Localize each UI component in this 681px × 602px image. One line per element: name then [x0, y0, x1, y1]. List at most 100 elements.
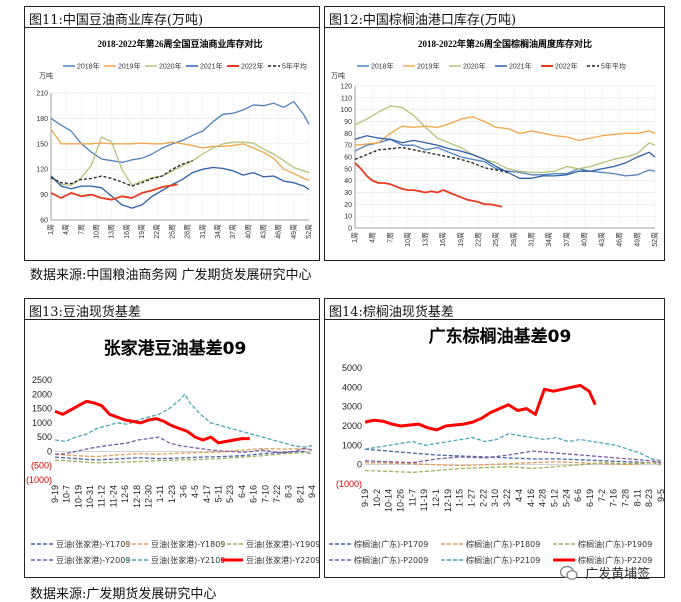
y-tick-label: 5000	[342, 363, 362, 373]
series-line	[364, 383, 597, 432]
x-tick-label: 1-27	[467, 489, 477, 507]
series-line	[354, 162, 503, 208]
y-tick-label: 70	[344, 143, 352, 150]
x-tick-label: 6-16	[249, 485, 259, 503]
series-line	[354, 138, 656, 177]
legend-label: 2020年	[463, 62, 486, 71]
x-tick-label: 4周	[369, 232, 377, 243]
y-tick-label: 50	[344, 166, 352, 173]
y-tick-label: 60	[40, 218, 48, 225]
x-tick-label: 31周	[527, 232, 535, 247]
chart-title: 2018-2022年第26周全国豆油商业库存对比	[98, 38, 263, 49]
x-tick-label: 12-18	[132, 485, 142, 508]
panel-soyoil-inventory: 图11:中国豆油商业库存(万吨) 2018-2022年第26周全国豆油商业库存对…	[24, 6, 320, 261]
x-tick-label: 7-10	[260, 485, 270, 503]
legend-label: 豆油(张家港)-Y1909	[246, 539, 320, 549]
x-tick-label: 4-5	[190, 485, 200, 498]
series-line	[364, 433, 662, 462]
chart-title: 广东棕榈油基差09	[429, 326, 572, 347]
x-tick-label: 10-2	[372, 489, 382, 507]
series-line	[354, 146, 509, 174]
series-line	[50, 160, 193, 187]
x-tick-label: 25周	[168, 224, 176, 239]
x-tick-label: 4-17	[202, 485, 212, 503]
x-tick-label: 37周	[563, 232, 571, 247]
x-tick-label: 7周	[386, 232, 394, 243]
legend-label: 2021年	[200, 62, 223, 71]
x-tick-label: 43周	[259, 224, 267, 239]
figure-title: 图11:中国豆油商业库存(万吨)	[29, 13, 204, 28]
x-tick-label: 4-16	[526, 489, 536, 507]
series-line	[50, 166, 310, 209]
legend-label: 棕榈油(广东)-P2209	[578, 555, 652, 565]
x-tick-label: 9-5	[656, 489, 666, 502]
x-tick-label: 7-22	[272, 485, 282, 503]
x-tick-label: 3-6	[179, 485, 189, 498]
y-tick-label: 500	[37, 432, 52, 442]
x-tick-label: 3-22	[502, 489, 512, 507]
legend-label: 豆油(张家港)-Y2009	[56, 555, 130, 565]
legend-label: 2020年	[159, 62, 182, 71]
logo-text: 广发黄埔签	[585, 567, 651, 582]
x-tick-label: 10-19	[73, 485, 83, 508]
y-tick-label: 2000	[342, 421, 362, 431]
x-tick-label: 6-19	[585, 489, 595, 507]
x-tick-label: 11-19	[419, 489, 429, 511]
y-tick-label: 1000	[32, 418, 52, 428]
series-line	[354, 116, 656, 146]
x-tick-label: 11-12	[97, 485, 107, 507]
figure-title: 图14:棕榈油现货基差	[329, 305, 454, 320]
x-tick-label: 5-12	[549, 489, 559, 507]
title-divider	[325, 27, 664, 28]
y-tick-label: 180	[36, 116, 48, 123]
x-tick-label: 12-1	[431, 489, 441, 507]
x-tick-label: 49周	[290, 224, 298, 239]
legend-label: 2019年	[417, 62, 440, 71]
x-tick-label: 9-19	[360, 489, 370, 507]
series-line	[364, 462, 662, 474]
x-tick-label: 10-7	[62, 485, 72, 503]
y-tick-label: 2000	[32, 389, 52, 399]
title-divider	[25, 27, 319, 28]
legend-label: 棕榈油(广东)-P1809	[466, 539, 540, 549]
legend-label: 2021年	[509, 62, 532, 71]
series-line	[54, 436, 313, 455]
x-tick-label: 3-10	[490, 489, 500, 507]
y-tick-label: 210	[36, 91, 48, 98]
x-tick-label: 40周	[244, 224, 252, 239]
x-tick-label: 9-19	[50, 485, 60, 503]
x-tick-label: 5-11	[214, 485, 224, 502]
x-tick-label: 1周	[47, 224, 55, 235]
x-tick-label: 7-28	[620, 489, 630, 507]
legend-label: 棕榈油(广东)-P1709	[354, 539, 428, 549]
legend-label: 2018年	[371, 62, 394, 71]
x-tick-label: 10-14	[384, 489, 394, 512]
x-tick-label: 5-23	[225, 485, 235, 503]
legend-label: 棕榈油(广东)-P2109	[466, 555, 540, 565]
y-tick-label: 4000	[342, 382, 362, 392]
y-tick-label: (1000)	[26, 475, 52, 485]
data-source: 数据来源:广发期货发展研究中心	[30, 587, 217, 602]
y-tick-label: 150	[36, 141, 48, 148]
y-tick-label: 110	[341, 95, 352, 102]
x-tick-label: 10-26	[396, 489, 406, 512]
x-tick-label: 8-21	[295, 485, 305, 503]
x-tick-label: 1-15	[455, 489, 465, 507]
x-tick-label: 34周	[545, 232, 553, 247]
x-tick-label: 6-6	[573, 489, 583, 502]
y-tick-label: 10	[344, 214, 352, 221]
x-tick-label: 4-28	[538, 489, 548, 507]
x-tick-label: 7周	[77, 224, 85, 235]
y-tick-label: (1000)	[336, 479, 362, 489]
x-tick-label: 6-4	[237, 485, 247, 498]
y-tick-label: 40	[344, 178, 352, 185]
legend-label: 2022年	[241, 62, 264, 71]
data-source: 数据来源:中国粮油商务网 广发期货发展研究中心	[30, 268, 312, 283]
x-tick-label: 9-4	[307, 485, 317, 498]
x-tick-label: 37周	[229, 224, 237, 239]
y-tick-label: 2500	[32, 375, 52, 385]
wechat-logo: 广发黄埔签	[559, 563, 651, 582]
chart-title: 张家港豆油基差09	[104, 338, 247, 359]
x-tick-label: 13周	[422, 232, 430, 247]
